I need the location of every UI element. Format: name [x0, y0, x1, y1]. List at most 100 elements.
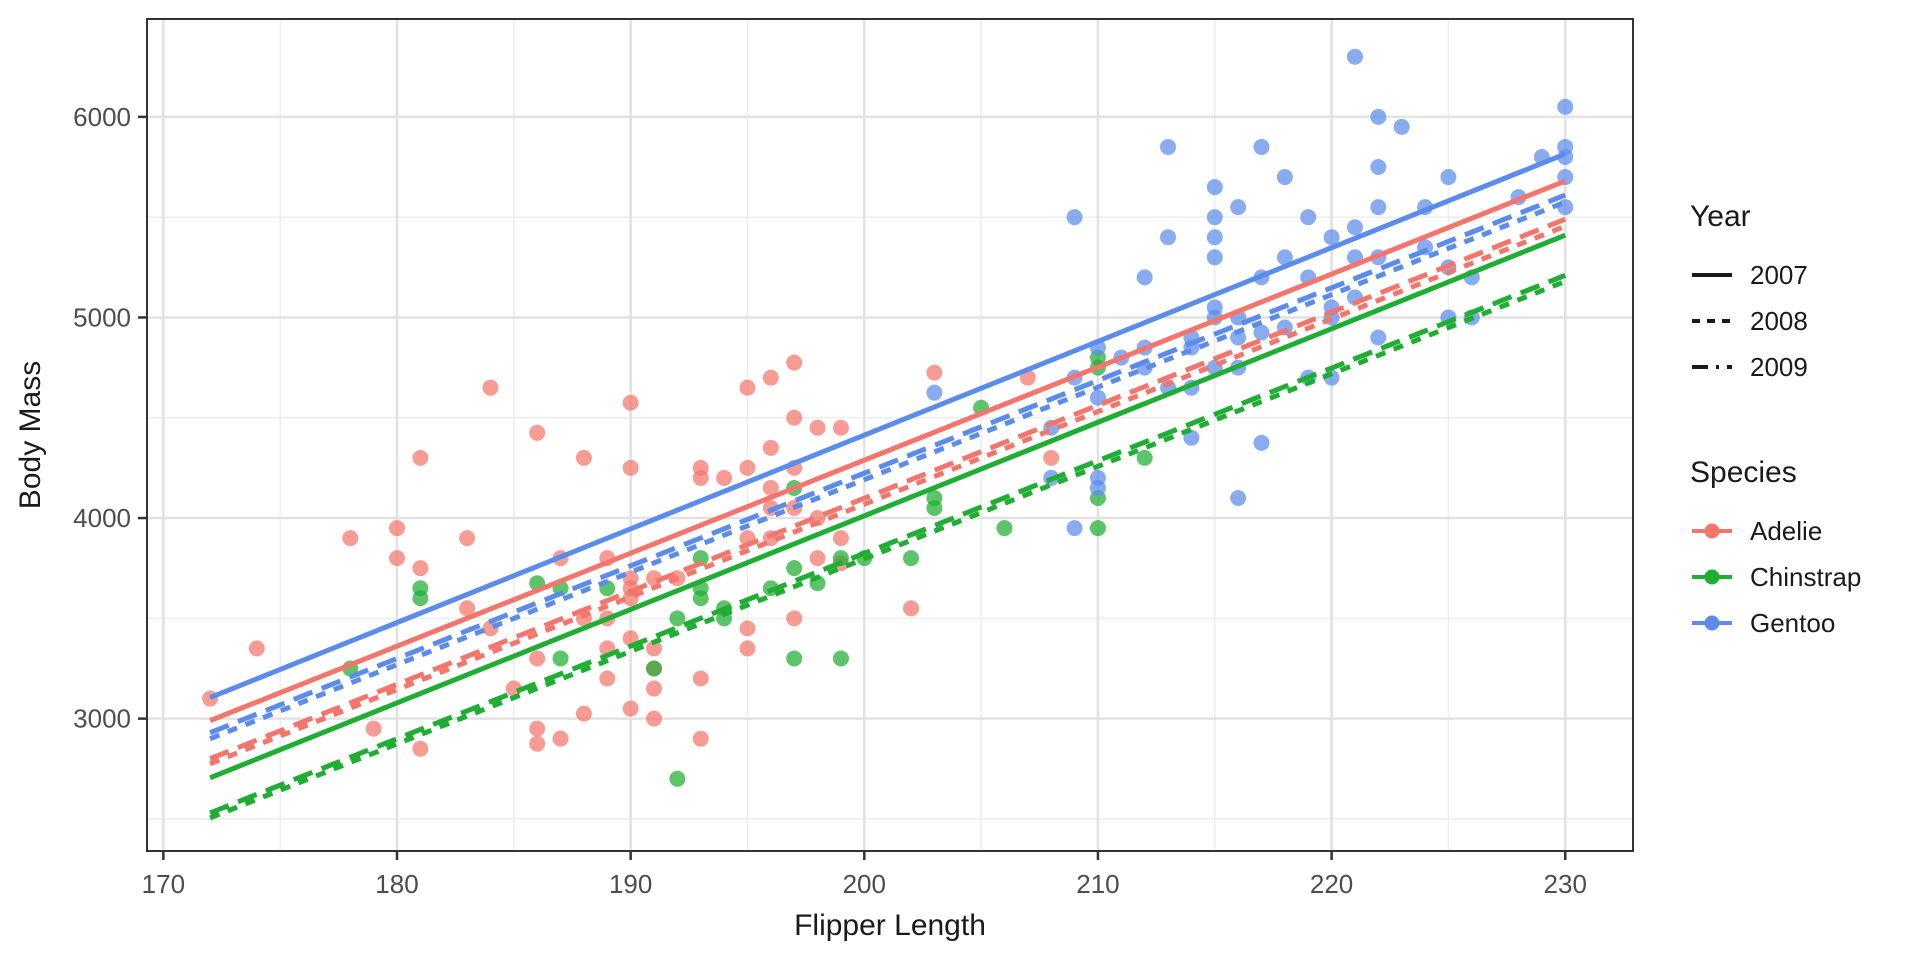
- scatter-point-chinstrap: [832, 650, 849, 667]
- legend-label-chinstrap: Chinstrap: [1750, 561, 1862, 592]
- y-axis-title: Body Mass: [14, 361, 47, 509]
- scatter-point-gentoo: [1160, 138, 1177, 155]
- scatter-point-adelie: [389, 520, 406, 537]
- scatter-point-adelie: [832, 530, 849, 547]
- scatter-point-adelie: [739, 620, 756, 637]
- scatter-point-gentoo: [1346, 219, 1363, 236]
- scatter-point-adelie: [529, 424, 546, 441]
- scatter-point-adelie: [248, 640, 265, 657]
- x-tick-label: 190: [609, 869, 652, 899]
- scatter-point-adelie: [459, 600, 476, 617]
- legend-item-chinstrap: Chinstrap: [1690, 554, 1910, 600]
- scatter-point-adelie: [739, 640, 756, 657]
- legend-label-2007: 2007: [1750, 259, 1808, 290]
- scatter-point-gentoo: [1253, 324, 1270, 341]
- scatter-point-chinstrap: [786, 560, 803, 577]
- scatter-point-gentoo: [926, 384, 943, 401]
- legend-group-species: Species Adelie Chinstrap: [1690, 454, 1910, 646]
- scatter-point-chinstrap: [996, 520, 1013, 537]
- scatter-point-adelie: [459, 530, 476, 547]
- scatter-point-chinstrap: [926, 500, 943, 517]
- scatter-point-adelie: [786, 354, 803, 371]
- scatter-point-chinstrap: [903, 550, 920, 567]
- scatter-point-chinstrap: [412, 590, 429, 607]
- scatter-point-chinstrap: [669, 770, 686, 787]
- x-tick-label: 180: [375, 869, 418, 899]
- chinstrap-key-icon: [1692, 569, 1732, 585]
- scatter-point-gentoo: [1370, 329, 1387, 346]
- scatter-point-adelie: [575, 449, 592, 466]
- scatter-point-gentoo: [1440, 169, 1457, 186]
- legend-item-2008: 2008: [1690, 298, 1910, 344]
- scatter-point-gentoo: [1206, 229, 1223, 246]
- x-tick-label: 200: [843, 869, 886, 899]
- scatter-point-adelie: [646, 680, 663, 697]
- legend-label-gentoo: Gentoo: [1750, 607, 1836, 638]
- scatter-point-adelie: [692, 730, 709, 747]
- scatter-point-gentoo: [1300, 209, 1317, 226]
- regression-line-chinstrap-2008: [209, 279, 1567, 821]
- y-tick-label: 5000: [73, 302, 131, 332]
- legend-title-species: Species: [1690, 456, 1797, 489]
- legend-label-2009: 2009: [1750, 351, 1808, 382]
- scatter-point-adelie: [529, 650, 546, 667]
- scatter-point-gentoo: [1206, 179, 1223, 196]
- scatter-point-gentoo: [1089, 479, 1106, 496]
- scatter-point-gentoo: [1253, 434, 1270, 451]
- scatter-point-adelie: [692, 670, 709, 687]
- regression-line-chinstrap-2009: [209, 273, 1567, 816]
- scatter-point-gentoo: [1370, 159, 1387, 176]
- legend-item-2009: 2009: [1690, 344, 1910, 390]
- scatter-point-gentoo: [1183, 429, 1200, 446]
- scatter-point-adelie: [389, 550, 406, 567]
- scatter-point-gentoo: [1253, 138, 1270, 155]
- legend-item-gentoo: Gentoo: [1690, 600, 1910, 646]
- legend-item-adelie: Adelie: [1690, 508, 1910, 554]
- regression-line-adelie-2008: [209, 223, 1567, 767]
- panel-border: [146, 18, 1634, 852]
- legend-label-adelie: Adelie: [1750, 515, 1823, 546]
- linetype-solid-key-icon: [1692, 273, 1732, 277]
- scatter-point-gentoo: [1066, 209, 1083, 226]
- scatter-point-gentoo: [1393, 118, 1410, 135]
- panel-background: [147, 19, 1633, 851]
- legend-title-year: Year: [1690, 200, 1751, 233]
- y-tick-label: 4000: [73, 503, 131, 533]
- scatter-point-adelie: [926, 364, 943, 381]
- scatter-point-adelie: [646, 640, 663, 657]
- scatter-point-chinstrap: [669, 610, 686, 627]
- scatter-point-adelie: [599, 670, 616, 687]
- scatter-point-adelie: [412, 740, 429, 757]
- scatter-point-adelie: [552, 730, 569, 747]
- scatter-point-adelie: [716, 469, 733, 486]
- x-tick-label: 230: [1544, 869, 1587, 899]
- scatter-point-adelie: [575, 705, 592, 722]
- scatter-point-gentoo: [1557, 199, 1574, 216]
- scatter-point-adelie: [529, 735, 546, 752]
- scatter-point-gentoo: [1370, 108, 1387, 125]
- scatter-point-gentoo: [1066, 520, 1083, 537]
- scatter-point-adelie: [412, 560, 429, 577]
- scatter-point-adelie: [529, 720, 546, 737]
- scatter-point-adelie: [809, 550, 826, 567]
- scatter-point-chinstrap: [1136, 449, 1153, 466]
- scatter-point-chinstrap: [692, 550, 709, 567]
- scatter-point-gentoo: [1346, 48, 1363, 65]
- legend: Year 2007 2008 2009 Species: [1690, 198, 1910, 646]
- scatter-point-gentoo: [1323, 229, 1340, 246]
- scatter-point-adelie: [739, 379, 756, 396]
- scatter-point-adelie: [622, 700, 639, 717]
- scatter-point-adelie: [412, 449, 429, 466]
- scatter-point-adelie: [342, 530, 359, 547]
- scatter-point-chinstrap: [552, 650, 569, 667]
- y-tick-label: 3000: [73, 704, 131, 734]
- regression-line-adelie-2007: [209, 178, 1567, 723]
- scatter-point-adelie: [903, 600, 920, 617]
- scatter-point-adelie: [482, 379, 499, 396]
- legend-item-2007: 2007: [1690, 252, 1910, 298]
- scatter-point-adelie: [832, 419, 849, 436]
- x-tick-label: 210: [1076, 869, 1119, 899]
- scatter-point-adelie: [809, 419, 826, 436]
- scatter-point-adelie: [786, 409, 803, 426]
